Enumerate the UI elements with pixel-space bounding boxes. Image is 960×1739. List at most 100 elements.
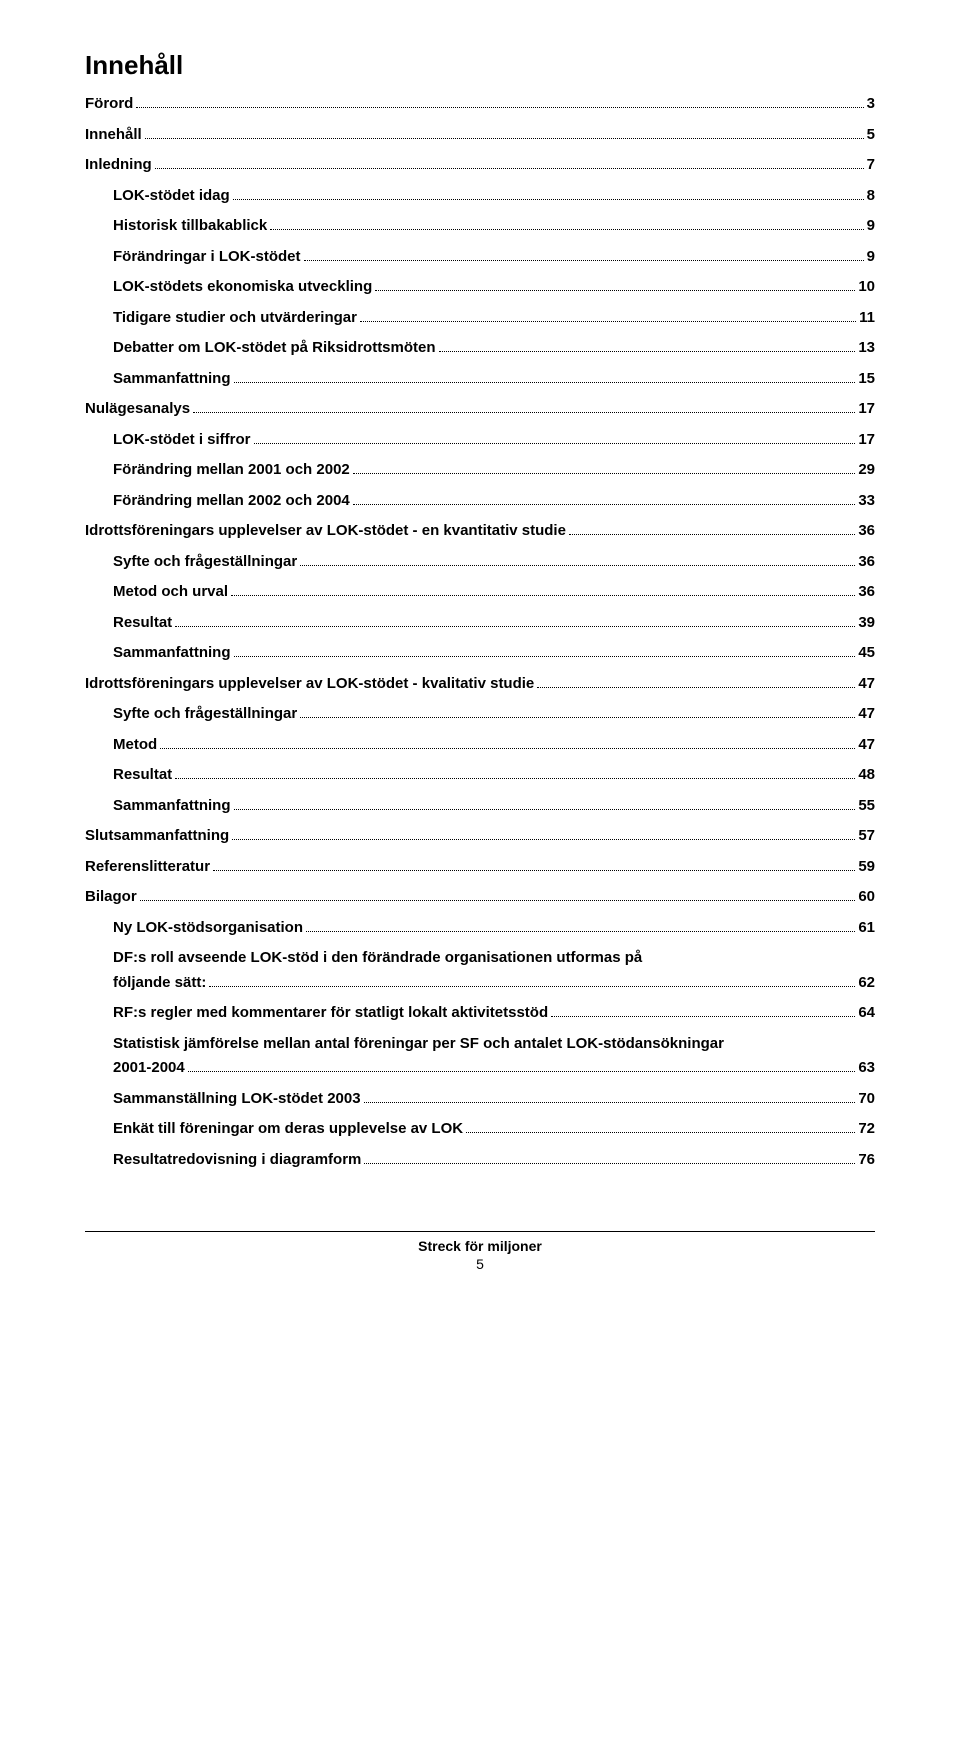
- toc-leader-dots: [353, 504, 856, 505]
- toc-page: Innehåll Förord3Innehåll5Inledning7LOK-s…: [0, 0, 960, 1312]
- toc-leader-dots: [300, 565, 855, 566]
- toc-leader-dots: [375, 290, 855, 291]
- toc-entry-page: 61: [858, 917, 875, 940]
- toc-entry-label: Bilagor: [85, 886, 137, 909]
- toc-entry-label: Sammanfattning: [113, 368, 231, 391]
- toc-leader-dots: [254, 443, 856, 444]
- toc-entry: Historisk tillbakablick9: [113, 215, 875, 238]
- toc-entry: Sammanställning LOK-stödet 200370: [113, 1088, 875, 1111]
- toc-entry-label: Ny LOK-stödsorganisation: [113, 917, 303, 940]
- toc-entry-label: Metod: [113, 734, 157, 757]
- toc-entry: LOK-stödet i siffror 17: [113, 429, 875, 452]
- toc-entry: Ny LOK-stödsorganisation 61: [113, 917, 875, 940]
- toc-leader-dots: [175, 626, 855, 627]
- footer-page-number: 5: [85, 1256, 875, 1272]
- toc-entry: Sammanfattning45: [113, 642, 875, 665]
- toc-entry-page: 62: [858, 972, 875, 995]
- toc-entry: 2001-200463: [113, 1057, 875, 1080]
- toc-entry-page: 36: [858, 581, 875, 604]
- toc-entry-page: 9: [867, 215, 875, 238]
- toc-entry: Referenslitteratur 59: [85, 856, 875, 879]
- toc-entry-label: Referenslitteratur: [85, 856, 210, 879]
- toc-leader-dots: [136, 107, 863, 108]
- toc-entry-page: 8: [867, 185, 875, 208]
- toc-entry-label: Förord: [85, 93, 133, 116]
- toc-leader-dots: [364, 1102, 856, 1103]
- toc-leader-dots: [364, 1163, 855, 1164]
- toc-leader-dots: [145, 138, 864, 139]
- toc-entry: Inledning7: [85, 154, 875, 177]
- toc-entry-label: Syfte och frågeställningar: [113, 703, 297, 726]
- toc-entry: Syfte och frågeställningar36: [113, 551, 875, 574]
- toc-entry-page: 48: [858, 764, 875, 787]
- toc-entry-label: RF:s regler med kommentarer för statligt…: [113, 1002, 548, 1025]
- toc-entry: RF:s regler med kommentarer för statligt…: [113, 1002, 875, 1025]
- toc-entry: Resultatredovisning i diagramform 76: [113, 1149, 875, 1172]
- toc-leader-dots: [140, 900, 856, 901]
- toc-entry-page: 5: [867, 124, 875, 147]
- toc-entry: Sammanfattning 15: [113, 368, 875, 391]
- toc-entry: Resultat39: [113, 612, 875, 635]
- toc-leader-dots: [231, 595, 855, 596]
- toc-leader-dots: [160, 748, 855, 749]
- toc-leader-dots: [155, 168, 864, 169]
- toc-entry-page: 76: [858, 1149, 875, 1172]
- toc-entry: Sammanfattning 55: [113, 795, 875, 818]
- toc-entry-page: 10: [858, 276, 875, 299]
- toc-leader-dots: [193, 412, 855, 413]
- toc-entry-page: 36: [858, 520, 875, 543]
- toc-entry-page: 17: [858, 398, 875, 421]
- toc-entry-label: Resultat: [113, 612, 172, 635]
- toc-entry-page: 17: [858, 429, 875, 452]
- toc-leader-dots: [188, 1071, 856, 1072]
- toc-entry: Idrottsföreningars upplevelser av LOK-st…: [85, 520, 875, 543]
- toc-entry: Resultat48: [113, 764, 875, 787]
- toc-entry-label: Resultatredovisning i diagramform: [113, 1149, 361, 1172]
- toc-entry-label: Idrottsföreningars upplevelser av LOK-st…: [85, 673, 534, 696]
- toc-entry-page: 59: [858, 856, 875, 879]
- toc-entry-label: Sammanfattning: [113, 642, 231, 665]
- toc-entry: Förändring mellan 2001 och 2002 29: [113, 459, 875, 482]
- toc-entry-label: Syfte och frågeställningar: [113, 551, 297, 574]
- toc-leader-dots: [551, 1016, 855, 1017]
- toc-entry-page: 9: [867, 246, 875, 269]
- toc-entry-line: DF:s roll avseende LOK-stöd i den föränd…: [113, 947, 875, 970]
- toc-entry: Enkät till föreningar om deras upplevels…: [113, 1118, 875, 1141]
- toc-entry-page: 70: [858, 1088, 875, 1111]
- toc-entry-label: LOK-stödet i siffror: [113, 429, 251, 452]
- toc-entry-page: 29: [858, 459, 875, 482]
- toc-leader-dots: [270, 229, 863, 230]
- toc-entry: Metod47: [113, 734, 875, 757]
- toc-entry-label: LOK-stödet idag: [113, 185, 230, 208]
- toc-entry: följande sätt:62: [113, 972, 875, 995]
- toc-entry-label: Förändringar i LOK-stödet: [113, 246, 301, 269]
- toc-entry-line: Statistisk jämförelse mellan antal fören…: [113, 1033, 875, 1056]
- toc-list: Förord3Innehåll5Inledning7LOK-stödet ida…: [85, 93, 875, 1171]
- toc-entry-page: 15: [858, 368, 875, 391]
- toc-entry-label: Sammanfattning: [113, 795, 231, 818]
- toc-leader-dots: [439, 351, 856, 352]
- toc-entry-page: 33: [858, 490, 875, 513]
- toc-entry: LOK-stödets ekonomiska utveckling 10: [113, 276, 875, 299]
- toc-entry: Nulägesanalys17: [85, 398, 875, 421]
- toc-leader-dots: [300, 717, 855, 718]
- toc-leader-dots: [466, 1132, 855, 1133]
- toc-entry: Förändring mellan 2002 och 200433: [113, 490, 875, 513]
- toc-leader-dots: [353, 473, 856, 474]
- toc-entry-label: 2001-2004: [113, 1057, 185, 1080]
- toc-leader-dots: [213, 870, 855, 871]
- toc-entry-label: Debatter om LOK-stödet på Riksidrottsmöt…: [113, 337, 436, 360]
- toc-entry-label: Enkät till föreningar om deras upplevels…: [113, 1118, 463, 1141]
- toc-entry: Idrottsföreningars upplevelser av LOK-st…: [85, 673, 875, 696]
- toc-entry-page: 47: [858, 703, 875, 726]
- toc-entry-label: Slutsammanfattning: [85, 825, 229, 848]
- toc-entry-label: Inledning: [85, 154, 152, 177]
- toc-entry-page: 55: [858, 795, 875, 818]
- toc-entry-page: 13: [858, 337, 875, 360]
- toc-entry: Förändringar i LOK-stödet 9: [113, 246, 875, 269]
- toc-leader-dots: [233, 199, 864, 200]
- toc-entry-page: 60: [858, 886, 875, 909]
- toc-entry-label: Metod och urval: [113, 581, 228, 604]
- toc-entry-label: Förändring mellan 2001 och 2002: [113, 459, 350, 482]
- toc-entry-label: LOK-stödets ekonomiska utveckling: [113, 276, 372, 299]
